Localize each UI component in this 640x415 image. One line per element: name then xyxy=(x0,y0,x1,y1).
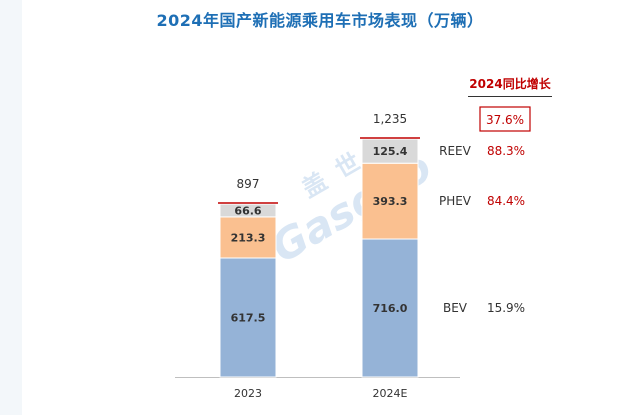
x-tick-label-2023: 2023 xyxy=(234,387,262,400)
bar-reev-2024e xyxy=(361,138,419,164)
total-label-2023: 897 xyxy=(237,177,260,191)
growth-value-bev: 15.9% xyxy=(487,301,525,315)
data-label-phev-2023: 213.3 xyxy=(231,231,266,244)
series-name-reev: REEV xyxy=(439,144,472,158)
bar-phev-2024e xyxy=(361,162,419,240)
growth-value-reev: 88.3% xyxy=(487,144,525,158)
total-growth-box xyxy=(479,106,531,132)
data-label-bev-2024e: 716.0 xyxy=(373,302,408,315)
series-name-phev: PHEV xyxy=(439,194,472,208)
growth-value-phev: 84.4% xyxy=(487,194,525,208)
growth-header: 2024同比增长 xyxy=(469,76,551,91)
left-margin-band xyxy=(0,0,22,415)
total-growth-value: 37.6% xyxy=(486,113,524,127)
data-label-reev-2024e: 125.4 xyxy=(373,145,408,158)
bar-reev-2023 xyxy=(219,203,277,218)
series-name-bev: BEV xyxy=(443,301,468,315)
total-label-2024e: 1,235 xyxy=(373,112,407,126)
data-label-phev-2024e: 393.3 xyxy=(373,195,408,208)
bar-bev-2024e xyxy=(361,238,419,378)
chart-title: 2024年国产新能源乘用车市场表现（万辆） xyxy=(156,11,484,30)
bar-bev-2023 xyxy=(219,257,277,378)
data-label-bev-2023: 617.5 xyxy=(231,312,266,325)
x-tick-label-2024e: 2024E xyxy=(373,387,408,400)
data-label-reev-2023: 66.6 xyxy=(234,204,261,217)
